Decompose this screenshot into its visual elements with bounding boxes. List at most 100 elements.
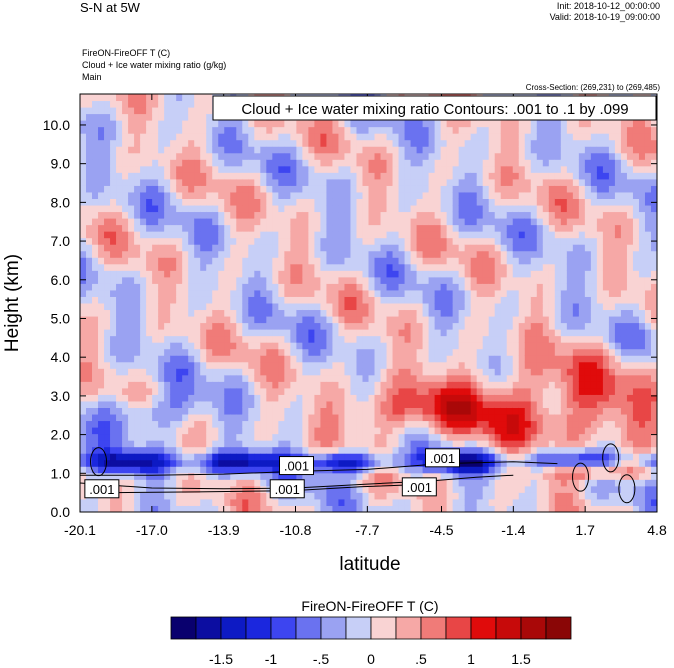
field-cell <box>212 335 219 343</box>
field-cell <box>194 505 201 512</box>
field-cell <box>452 361 460 369</box>
field-cell <box>242 218 249 226</box>
field-cell <box>236 440 243 448</box>
field-cell <box>368 433 376 441</box>
field-cell <box>242 355 249 363</box>
field-cell <box>254 374 261 382</box>
field-cell <box>170 303 177 311</box>
field-cell <box>416 139 424 147</box>
field-cell <box>350 146 357 154</box>
field-cell <box>266 133 273 141</box>
field-cell <box>356 342 363 350</box>
field-cell <box>536 146 544 154</box>
field-cell <box>410 231 418 239</box>
field-cell <box>200 100 207 108</box>
field-cell <box>278 172 285 180</box>
field-cell <box>218 479 225 487</box>
field-cell <box>86 139 93 147</box>
field-cell <box>356 133 363 141</box>
field-cell <box>488 270 496 278</box>
field-cell <box>488 283 496 291</box>
field-cell <box>542 329 550 337</box>
field-cell <box>80 218 87 226</box>
field-cell <box>260 270 267 278</box>
field-cell <box>482 191 490 199</box>
field-cell <box>134 257 141 265</box>
field-cell <box>92 355 99 363</box>
field-cell <box>434 296 442 304</box>
field-cell <box>140 459 147 467</box>
field-cell <box>482 152 490 160</box>
field-cell <box>248 244 255 252</box>
field-cell <box>434 270 442 278</box>
field-cell <box>404 368 412 376</box>
field-cell <box>344 433 351 441</box>
field-cell <box>446 348 454 356</box>
field-cell <box>92 505 99 512</box>
field-cell <box>464 191 472 199</box>
field-cell <box>284 276 291 284</box>
field-cell <box>452 335 460 343</box>
field-cell <box>230 296 237 304</box>
field-cell <box>344 348 351 356</box>
field-cell <box>98 191 105 199</box>
field-cell <box>452 374 460 382</box>
field-cell <box>212 459 219 467</box>
field-cell <box>524 224 532 232</box>
field-cell <box>182 283 189 291</box>
field-cell <box>236 237 243 245</box>
field-cell <box>368 361 376 369</box>
field-cell <box>542 120 550 128</box>
field-cell <box>86 400 93 408</box>
field-cell <box>146 414 153 422</box>
field-cell <box>140 303 147 311</box>
field-cell <box>194 165 201 173</box>
field-cell <box>542 198 550 206</box>
field-cell <box>224 126 231 134</box>
field-cell <box>506 172 514 180</box>
field-cell <box>230 485 237 493</box>
field-cell <box>326 263 333 271</box>
field-cell <box>332 178 339 186</box>
field-cell <box>512 446 520 454</box>
field-cell <box>332 126 339 134</box>
field-cell <box>98 342 105 350</box>
field-cell <box>500 322 508 330</box>
field-cell <box>164 381 171 389</box>
field-cell <box>80 244 87 252</box>
field-cell <box>464 146 472 154</box>
field-cell <box>188 120 195 128</box>
field-cell <box>452 218 460 226</box>
field-cell <box>314 263 321 271</box>
field-cell <box>404 505 412 512</box>
field-cell <box>92 459 99 467</box>
field-cell <box>146 498 153 506</box>
field-cell <box>350 407 357 415</box>
field-cell <box>272 250 279 258</box>
field-cell <box>326 440 333 448</box>
field-cell <box>482 185 490 193</box>
field-cell <box>458 146 466 154</box>
field-cell <box>272 459 279 467</box>
field-cell <box>218 420 225 428</box>
field-cell <box>236 374 243 382</box>
field-cell <box>170 492 177 500</box>
field-cell <box>248 342 255 350</box>
field-cell <box>362 505 369 512</box>
field-cell <box>416 178 424 186</box>
field-cell <box>440 407 448 415</box>
field-cell <box>506 335 514 343</box>
field-cell <box>440 120 448 128</box>
field-cell <box>128 387 135 395</box>
field-cell <box>134 172 141 180</box>
field-cell <box>374 453 382 461</box>
field-cell <box>248 198 255 206</box>
field-cell <box>494 505 502 512</box>
field-cell <box>104 329 111 337</box>
field-cell <box>146 394 153 402</box>
field-cell <box>410 185 418 193</box>
field-cell <box>122 146 129 154</box>
field-cell <box>446 329 454 337</box>
field-cell <box>164 446 171 454</box>
field-cell <box>260 479 267 487</box>
